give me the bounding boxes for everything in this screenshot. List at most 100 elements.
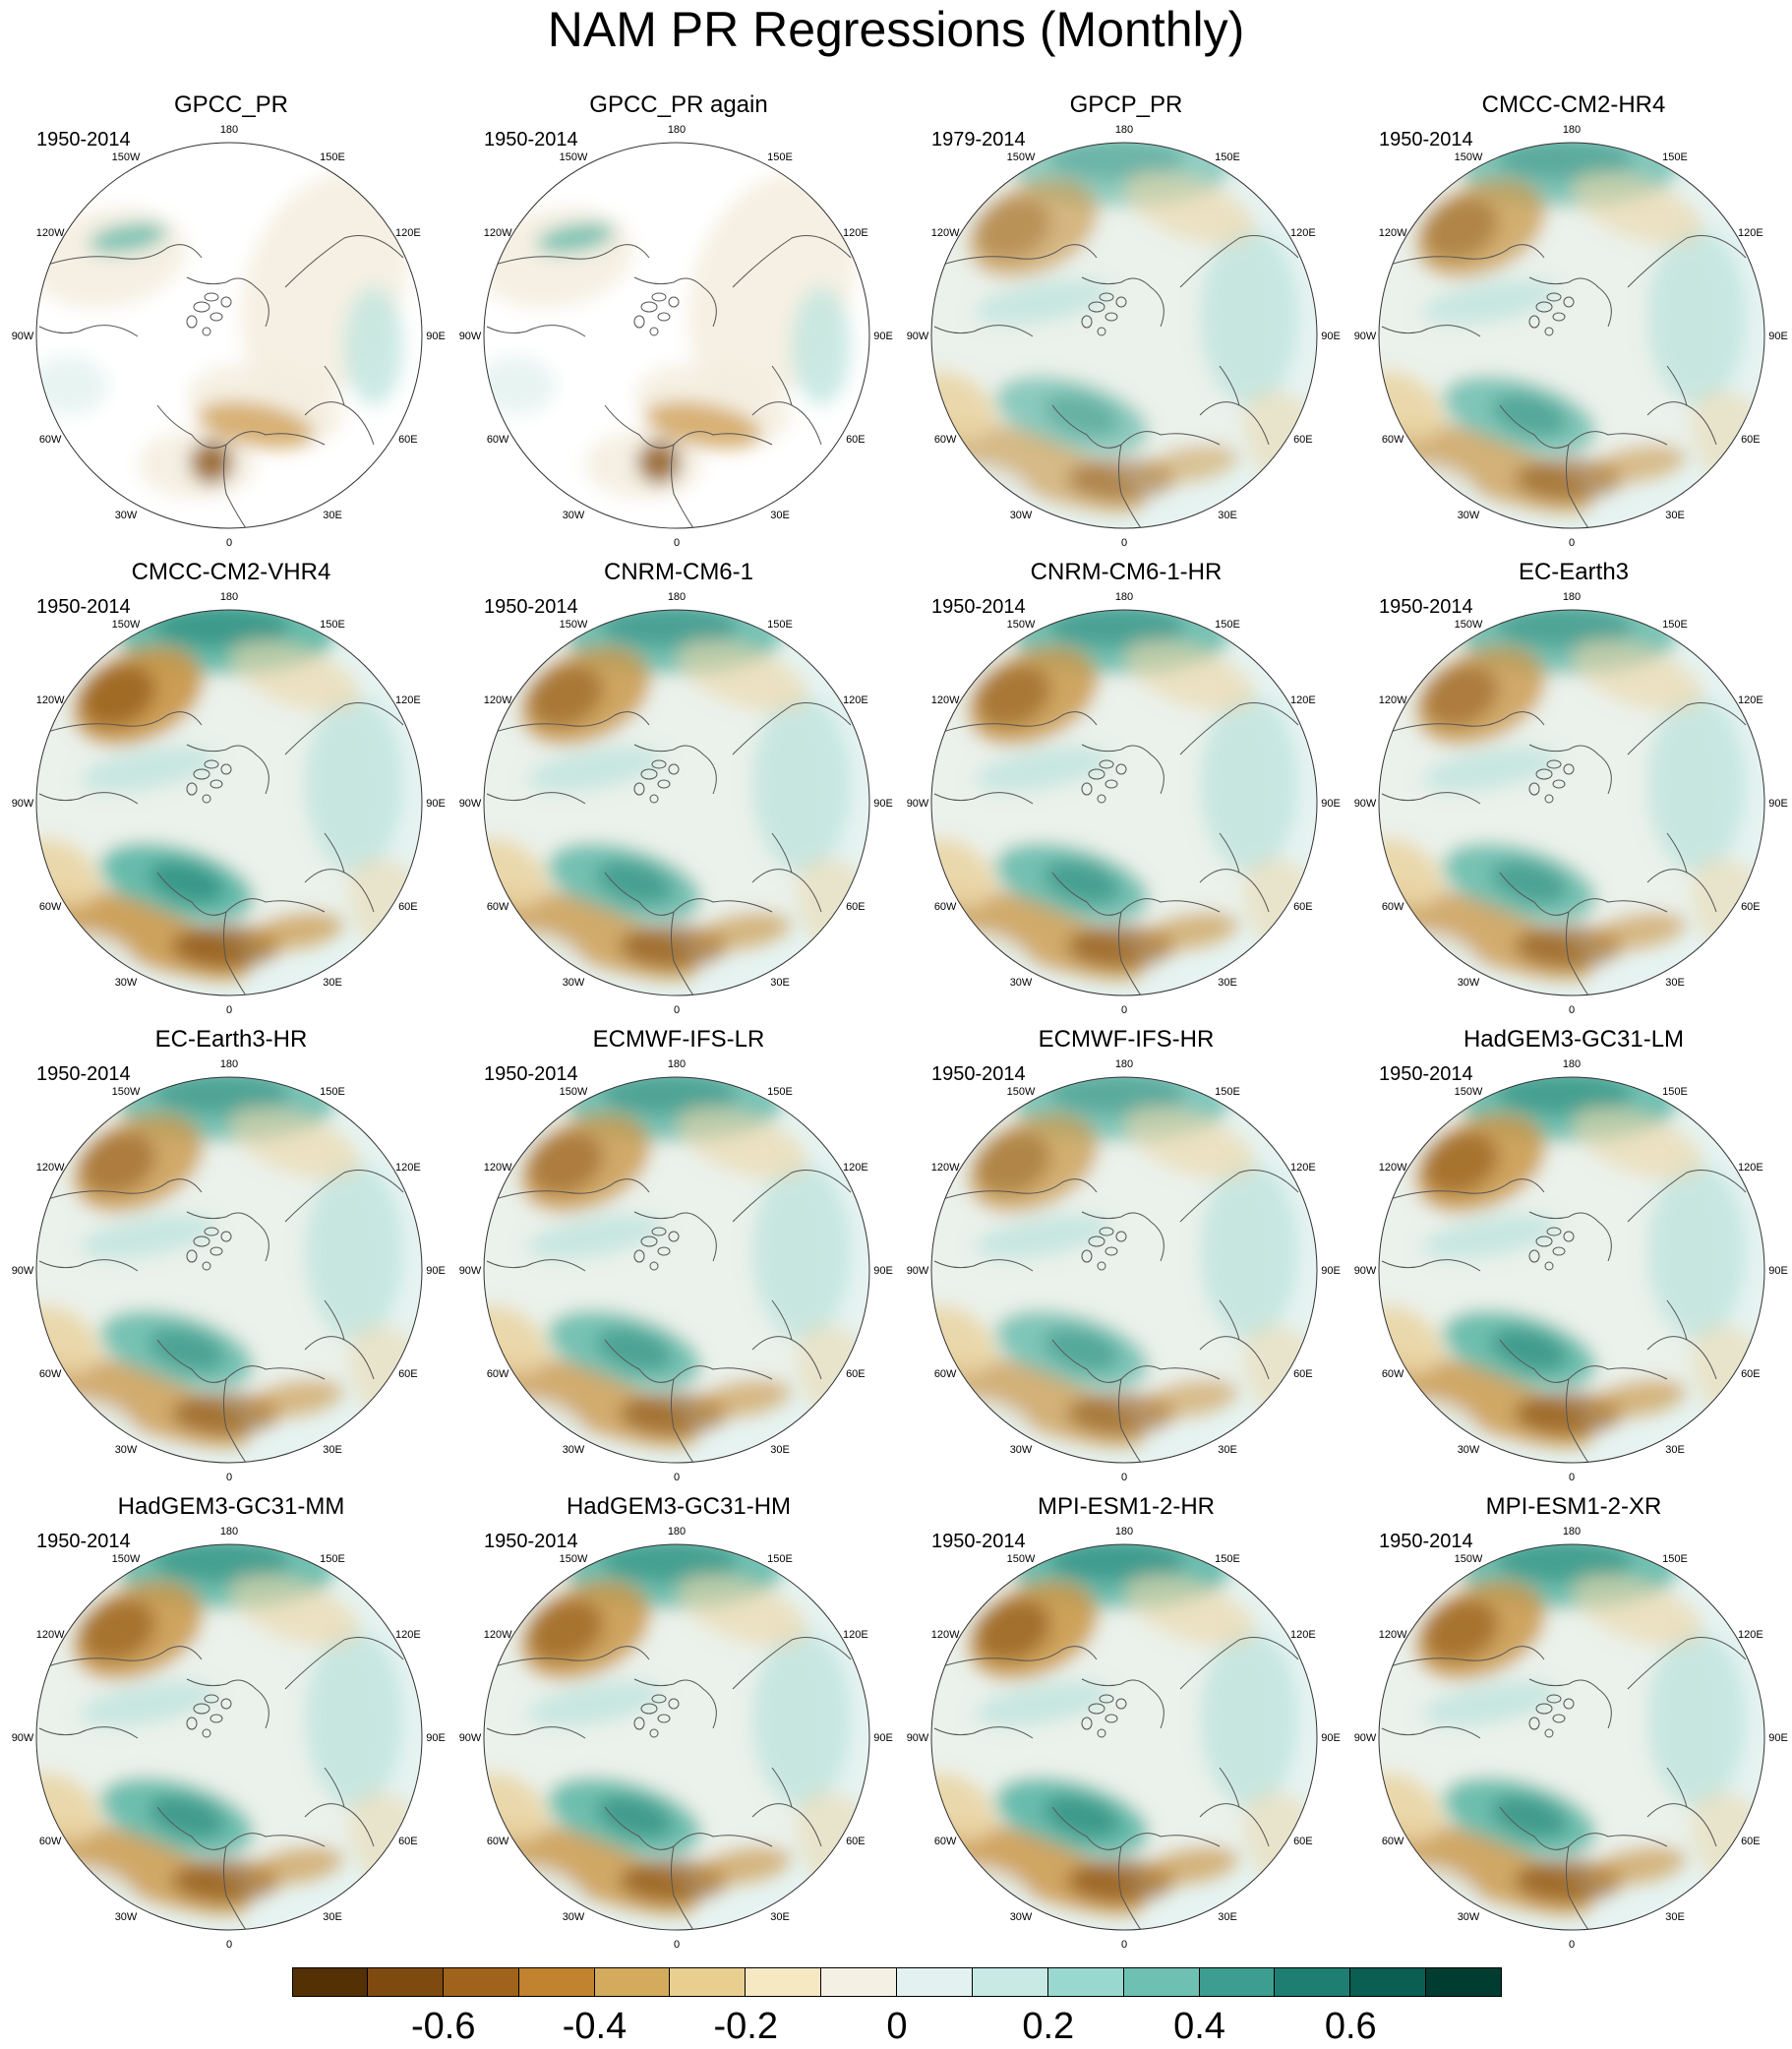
longitude-label: 30E (1665, 510, 1685, 521)
coastline (186, 276, 269, 328)
island-outline (1081, 315, 1093, 329)
longitude-label: 150W (112, 619, 141, 631)
coastline (1081, 744, 1165, 795)
colorbar-tick-label: 0.4 (1173, 2006, 1225, 2047)
brown-anomaly (975, 663, 1051, 728)
longitude-label: 60E (1741, 901, 1761, 913)
coastline (1118, 1378, 1142, 1463)
coastline (933, 792, 1034, 805)
longitude-label: 60E (1293, 901, 1313, 913)
map-panel: 180 150E 120E 90E 60E 30E 0 30W 60W 90W 120W 150W EC… (448, 1025, 895, 1492)
coastline (1528, 744, 1612, 795)
longitude-label: 90E (873, 1265, 893, 1277)
island-outline (651, 1227, 667, 1236)
colorbar-labels: -0.6 -0.4 -0.2 0 0.2 0.4 0.6 (292, 2005, 1502, 2049)
island-outline (1528, 782, 1540, 796)
brown-anomaly (1572, 639, 1703, 712)
longitude-label: 150W (1455, 1553, 1483, 1565)
longitude-label: 90W (12, 1732, 34, 1744)
coastline (1627, 1170, 1747, 1223)
longitude-label: 0 (1569, 537, 1575, 549)
island-outline (1099, 292, 1114, 302)
longitude-label: 150E (1662, 619, 1688, 631)
regression-field (931, 1544, 1317, 1930)
map-panel: 180 150E 120E 90E 60E 30E 0 30W 60W 90W 120W 150W GP… (895, 90, 1343, 558)
island-outline (1552, 1714, 1566, 1723)
longitude-label: 150E (320, 151, 345, 163)
neutral-field (1379, 1866, 1480, 1930)
island-outline (1528, 315, 1540, 329)
brown-anomaly (246, 1379, 344, 1418)
longitude-label: 30E (1665, 1444, 1685, 1456)
map-boundary (35, 142, 423, 529)
neutral-field (1379, 464, 1480, 528)
longitude-label: 60E (1741, 1368, 1761, 1380)
colorbar-swatch (897, 1967, 973, 1997)
regression-field (36, 610, 422, 995)
island-outline (633, 1717, 645, 1730)
longitude-label: 150E (320, 619, 345, 631)
island-outline (1528, 1717, 1540, 1730)
longitude-label: 30E (1218, 1444, 1237, 1456)
brown-anomaly (80, 1597, 156, 1662)
coastline (1081, 1211, 1165, 1262)
longitude-label: 120W (931, 1629, 960, 1641)
longitude-label: 30E (770, 1444, 790, 1456)
longitude-label: 120E (1738, 1162, 1763, 1174)
teal-anomaly (79, 746, 216, 793)
polar-map: 180 150E 120E 90E 60E 30E 0 30W 60W 90W 120W 150W (907, 1058, 1341, 1483)
longitude-label: 120W (36, 227, 65, 239)
polar-map: 180 150E 120E 90E 60E 30E 0 30W 60W 90W 120W 150W (12, 124, 446, 549)
brown-anomaly (246, 912, 344, 951)
island-outline (204, 292, 219, 302)
coastline (1118, 1845, 1142, 1930)
longitude-label: 30W (563, 1911, 585, 1923)
longitude-label: 30E (1665, 1911, 1685, 1923)
coastline (284, 1170, 404, 1223)
colorbar-tick-label: -0.2 (713, 2006, 778, 2047)
coastline (1381, 244, 1545, 269)
coastline (1081, 1678, 1165, 1729)
teal-anomaly (974, 278, 1111, 326)
longitude-label: 180 (220, 1526, 238, 1537)
panel-period: 1950-2014 (36, 129, 131, 151)
brown-anomaly (693, 1846, 792, 1886)
longitude-label: 60E (398, 434, 418, 446)
coastline (1566, 1378, 1589, 1463)
teal-anomaly (1495, 143, 1633, 181)
longitude-label: 120E (1290, 227, 1316, 239)
island-outline (204, 759, 219, 769)
longitude-label: 30E (1218, 1911, 1237, 1923)
longitude-label: 180 (1563, 124, 1581, 136)
longitude-label: 30W (1010, 510, 1033, 521)
regression-field (484, 1544, 869, 1930)
longitude-label: 90E (873, 331, 893, 342)
regression-field (1379, 143, 1764, 528)
coastline (1179, 1170, 1299, 1223)
coastline (38, 711, 203, 736)
polar-map: 180 150E 120E 90E 60E 30E 0 30W 60W 90W 120W 150W (459, 1526, 893, 1951)
longitude-label: 30W (115, 1911, 138, 1923)
panel-period: 1950-2014 (1379, 596, 1473, 618)
longitude-label: 150W (560, 151, 588, 163)
longitude-label: 90E (1768, 1732, 1788, 1744)
island-outline (1097, 1728, 1106, 1738)
longitude-label: 180 (1563, 1526, 1581, 1537)
island-outline (651, 292, 667, 302)
coastline (633, 1211, 717, 1262)
longitude-label: 90E (426, 798, 446, 810)
island-outline (633, 1249, 645, 1263)
longitude-label: 120W (1379, 227, 1407, 239)
island-outline (1528, 1249, 1540, 1263)
longitude-label: 120W (36, 1162, 65, 1174)
panel-period: 1950-2014 (484, 129, 578, 151)
brown-anomaly (975, 1597, 1051, 1662)
regression-field (1379, 1544, 1764, 1930)
longitude-label: 30W (115, 1444, 138, 1456)
panel-period: 1950-2014 (484, 1063, 578, 1085)
longitude-label: 60W (39, 1836, 62, 1847)
map-boundary (1378, 1076, 1765, 1464)
island-outline (657, 1246, 671, 1256)
coastline (486, 1259, 586, 1272)
panel-period: 1950-2014 (931, 1063, 1026, 1085)
